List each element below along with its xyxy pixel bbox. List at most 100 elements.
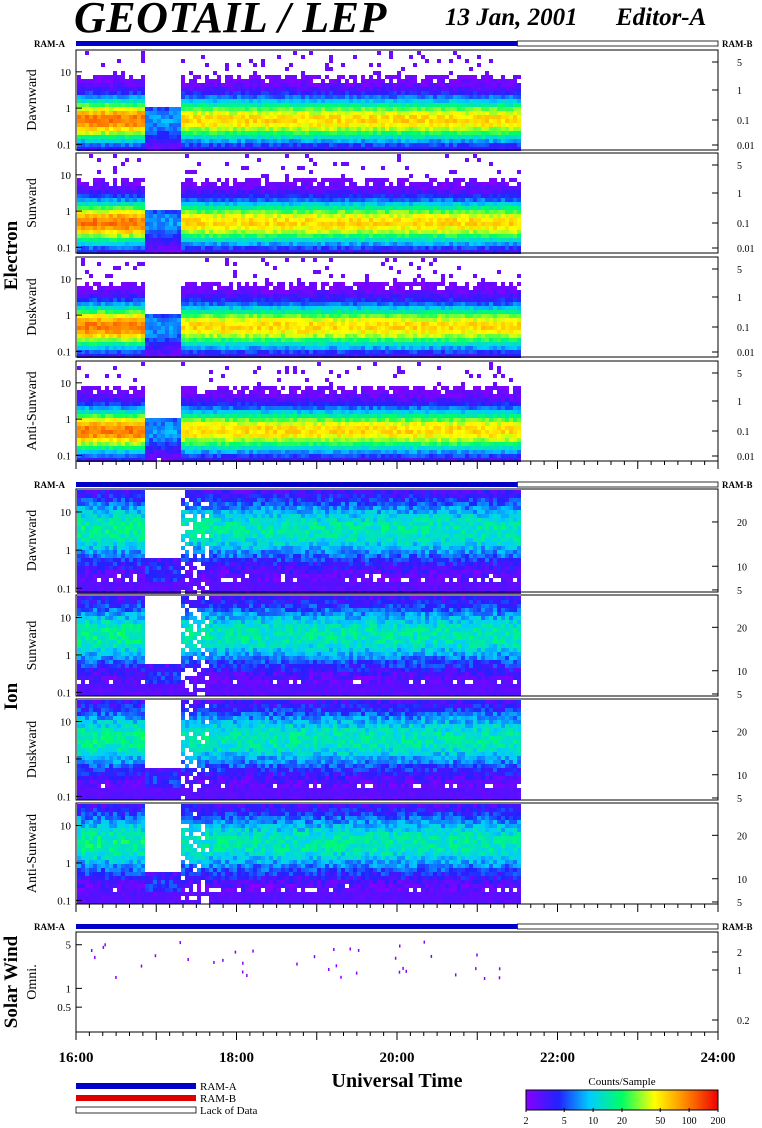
y-tick-label-right: 0.01 xyxy=(737,452,755,463)
y-tick-label-left: 10 xyxy=(60,717,72,729)
legend-label: RAM-B xyxy=(200,1093,236,1105)
y-tick-label-right: 20 xyxy=(737,623,747,634)
panel-ylabel: Sunward xyxy=(25,178,40,228)
y-tick-label-right: 10 xyxy=(737,667,747,678)
y-tick-label-left: 10 xyxy=(60,613,72,625)
y-tick-label-left: 0.1 xyxy=(57,139,71,151)
y-tick-label-left: 0.1 xyxy=(57,450,71,462)
x-tick-label: 20:00 xyxy=(380,1050,415,1066)
ram-b-label: RAM-B xyxy=(722,39,753,49)
colorbar-tick-label: 20 xyxy=(617,1116,627,1127)
y-tick-label-left: 0.5 xyxy=(57,1002,71,1014)
y-tick-label-right: 5 xyxy=(737,586,742,597)
colorbar-tick-label: 200 xyxy=(711,1116,726,1127)
spectrogram-panel: 0.1 1 10 0.01 0.1 1 5 Anti-Sunward xyxy=(25,361,755,463)
y-tick-label-right: 1 xyxy=(737,966,742,977)
panel-frame xyxy=(76,932,718,1032)
colorbar-tick-label: 100 xyxy=(682,1116,697,1127)
group-label: Ion xyxy=(1,682,22,710)
heatmap-cells xyxy=(77,154,521,254)
y-tick-label-right: 10 xyxy=(737,771,747,782)
y-tick-label-left: 10 xyxy=(60,378,72,390)
y-tick-label-right: 0.1 xyxy=(737,427,750,438)
colorbar-tick-label: 2 xyxy=(524,1116,529,1127)
y-tick-label-right: 5 xyxy=(737,161,742,172)
y-tick-label-left: 1 xyxy=(66,103,72,115)
y-tick-label-right: 0.1 xyxy=(737,323,750,334)
y-tick-label-right: 20 xyxy=(737,518,747,529)
ram-a-label: RAM-A xyxy=(34,480,65,490)
y-tick-label-right: 10 xyxy=(737,875,747,886)
y-tick-label-right: 5 xyxy=(737,794,742,805)
colorbar-tick-label: 5 xyxy=(562,1116,567,1127)
y-tick-label-left: 10 xyxy=(60,170,72,182)
y-tick-label-right: 1 xyxy=(737,397,742,408)
colorbar-gradient xyxy=(526,1090,718,1110)
y-tick-label-right: 5 xyxy=(737,369,742,380)
y-tick-label-right: 0.01 xyxy=(737,348,755,359)
heatmap-cells xyxy=(77,51,521,151)
x-tick-label: 16:00 xyxy=(59,1050,94,1066)
y-tick-label-left: 0.1 xyxy=(57,346,71,358)
y-tick-label-left: 0.1 xyxy=(57,583,71,595)
x-tick-label: 24:00 xyxy=(701,1050,736,1066)
heatmap-cells xyxy=(77,362,521,462)
legend-swatch xyxy=(76,1083,196,1089)
y-tick-label-right: 2 xyxy=(737,948,742,959)
legend-label: Lack of Data xyxy=(200,1105,258,1117)
y-tick-label-left: 1 xyxy=(66,206,72,218)
y-tick-label-right: 20 xyxy=(737,727,747,738)
y-tick-label-right: 20 xyxy=(737,831,747,842)
ram-b-label: RAM-B xyxy=(722,922,753,932)
y-tick-label-left: 10 xyxy=(60,507,72,519)
ram-a-label: RAM-A xyxy=(34,39,65,49)
y-tick-label-right: 1 xyxy=(737,293,742,304)
panel-ylabel: Anti-Sunward xyxy=(25,814,40,893)
y-tick-label-left: 10 xyxy=(60,274,72,286)
y-tick-label-left: 10 xyxy=(60,67,72,79)
y-tick-label-right: 5 xyxy=(737,265,742,276)
y-tick-label-left: 1 xyxy=(66,310,72,322)
y-tick-label-left: 0.1 xyxy=(57,242,71,254)
heatmap-cells xyxy=(91,941,500,980)
y-tick-label-right: 1 xyxy=(737,86,742,97)
y-tick-label-right: 0.1 xyxy=(737,116,750,127)
ram-a-label: RAM-A xyxy=(34,922,65,932)
y-tick-label-left: 1 xyxy=(66,414,72,426)
y-tick-label-left: 0.1 xyxy=(57,791,71,803)
y-tick-label-right: 5 xyxy=(737,690,742,701)
panel-ylabel: Omni. xyxy=(25,964,40,999)
y-tick-label-left: 0.1 xyxy=(57,687,71,699)
ram-b-label: RAM-B xyxy=(722,480,753,490)
group-label: Solar Wind xyxy=(1,935,22,1028)
colorbar-tick-label: 10 xyxy=(588,1116,598,1127)
panel-ylabel: Dawnward xyxy=(25,510,40,571)
x-tick-label: 18:00 xyxy=(219,1050,254,1066)
heatmap-cells xyxy=(77,596,521,696)
y-tick-label-left: 5 xyxy=(66,940,72,952)
y-tick-label-right: 0.01 xyxy=(737,141,755,152)
heatmap-cells xyxy=(77,700,521,800)
panel-ylabel: Sunward xyxy=(25,621,40,671)
heatmap-cells xyxy=(77,490,521,594)
y-tick-label-right: 5 xyxy=(737,898,742,909)
panel-ylabel: Dawnward xyxy=(25,69,40,130)
x-axis-title: Universal Time xyxy=(332,1070,463,1092)
panel-ylabel: Anti-Sunward xyxy=(25,371,40,450)
ram-bar: RAM-A RAM-B xyxy=(34,39,753,49)
y-tick-label-left: 1 xyxy=(66,858,72,870)
y-tick-label-left: 1 xyxy=(66,754,72,766)
y-tick-label-right: 0.1 xyxy=(737,219,750,230)
y-tick-label-right: 0.2 xyxy=(737,1016,750,1027)
legend-label: RAM-A xyxy=(200,1081,237,1093)
x-tick-label: 22:00 xyxy=(540,1050,575,1066)
colorbar-title: Counts/Sample xyxy=(588,1076,655,1088)
